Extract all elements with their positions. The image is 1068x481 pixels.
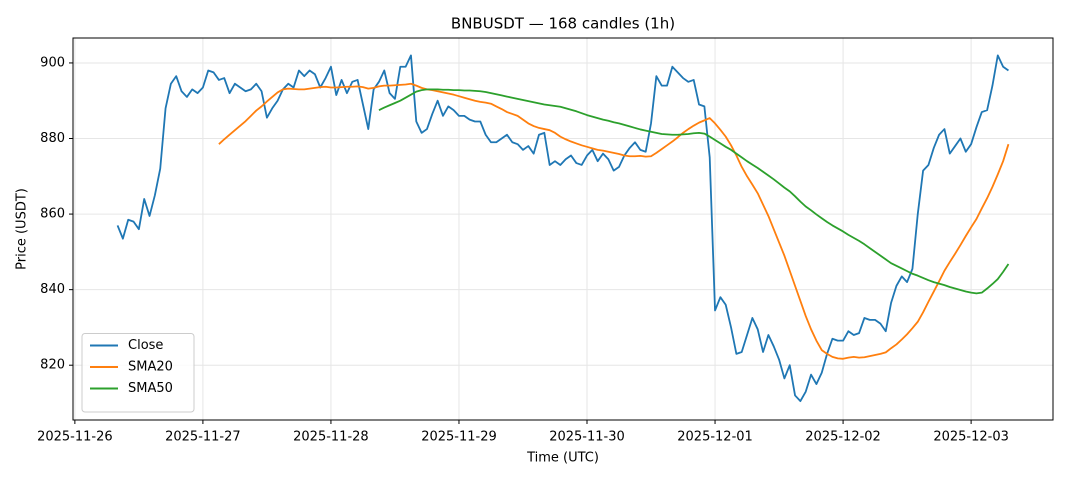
x-tick-label: 2025-11-30: [549, 430, 625, 445]
chart-title: BNBUSDT — 168 candles (1h): [451, 15, 675, 33]
axes-frame: [72, 37, 1054, 421]
legend-label: Close: [128, 338, 163, 353]
x-tick-label: 2025-12-02: [805, 430, 881, 445]
x-axis-label: Time (UTC): [526, 451, 599, 466]
y-axis-label: Price (USDT): [15, 188, 30, 270]
x-tick-label: 2025-12-03: [933, 430, 1009, 445]
y-tick-label: 820: [40, 358, 65, 373]
y-tick-label: 900: [40, 55, 65, 70]
x-tick-label: 2025-11-27: [165, 430, 241, 445]
x-tick-label: 2025-12-01: [677, 430, 753, 445]
x-tick-label: 2025-11-29: [421, 430, 497, 445]
x-tick-label: 2025-11-28: [293, 430, 369, 445]
y-tick-label: 880: [40, 131, 65, 146]
legend-label: SMA20: [128, 360, 173, 375]
series-line: [218, 82, 1010, 360]
y-tick-label: 840: [40, 282, 65, 297]
x-tick-label: 2025-11-26: [37, 430, 113, 445]
series-line: [116, 54, 1009, 403]
series-line: [378, 88, 1010, 295]
legend: Close SMA20 SMA50: [81, 333, 195, 413]
legend-box: [81, 333, 195, 413]
y-tick-label: 860: [40, 207, 65, 222]
legend-label: SMA50: [128, 381, 173, 396]
